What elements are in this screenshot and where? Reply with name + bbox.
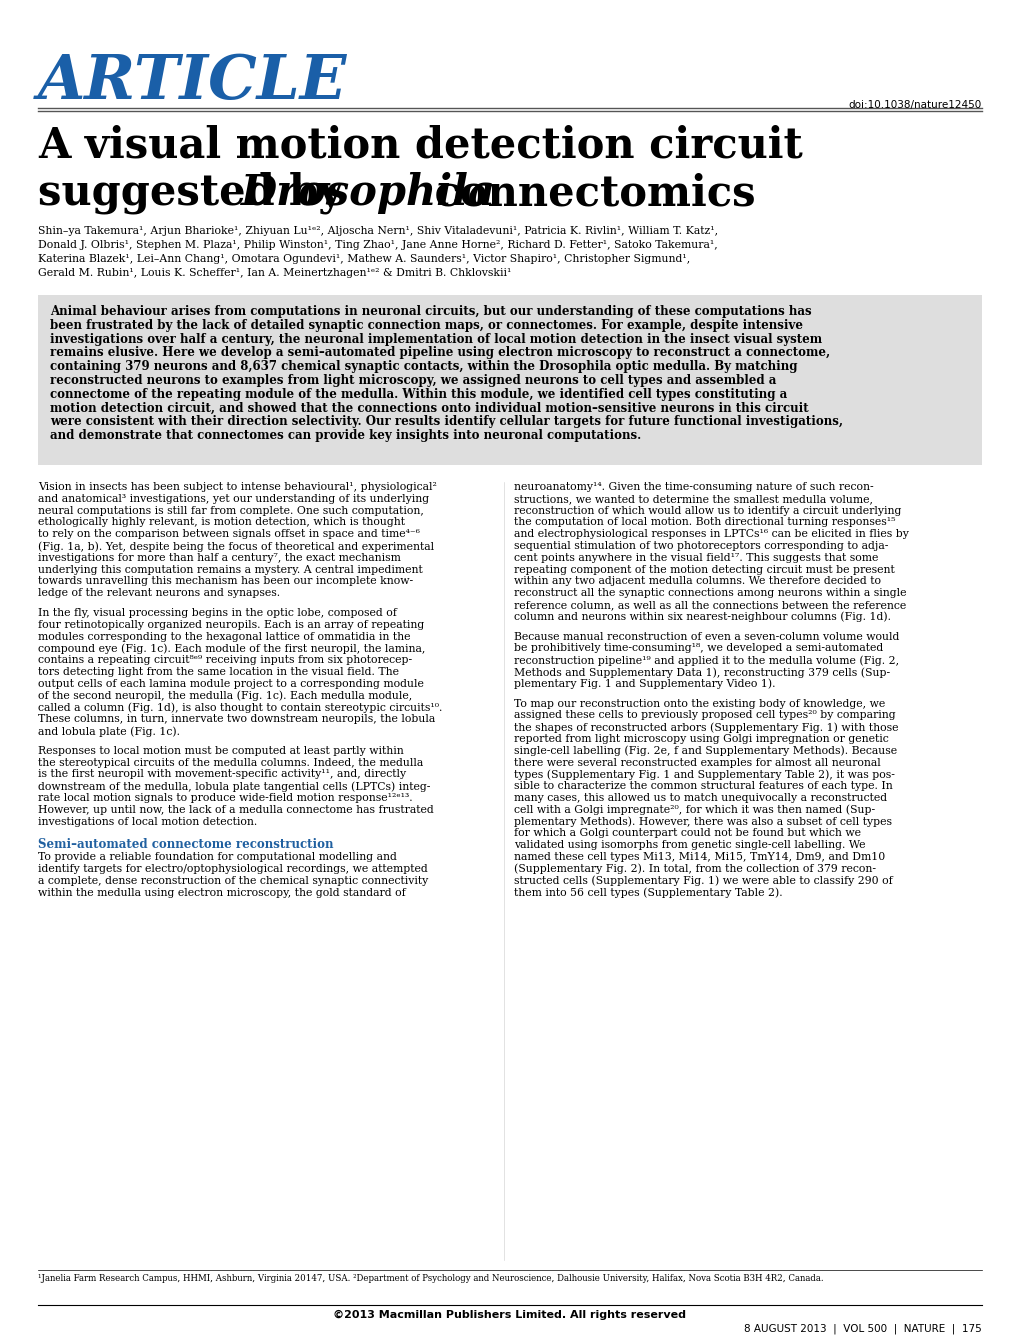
- Text: of the second neuropil, the medulla (Fig. 1c). Each medulla module,: of the second neuropil, the medulla (Fig…: [38, 690, 412, 701]
- Text: Gerald M. Rubin¹, Louis K. Scheffer¹, Ian A. Meinertzhagen¹ᵉ² & Dmitri B. Chklov: Gerald M. Rubin¹, Louis K. Scheffer¹, Ia…: [38, 268, 511, 277]
- Text: plementary Methods). However, there was also a subset of cell types: plementary Methods). However, there was …: [514, 816, 892, 827]
- Text: contains a repeating circuit⁸ᵉ⁹ receiving inputs from six photorecep-: contains a repeating circuit⁸ᵉ⁹ receivin…: [38, 655, 412, 665]
- Text: types (Supplementary Fig. 1 and Supplementary Table 2), it was pos-: types (Supplementary Fig. 1 and Suppleme…: [514, 769, 894, 780]
- Text: Shin–ya Takemura¹, Arjun Bharioke¹, Zhiyuan Lu¹ᵉ², Aljoscha Nern¹, Shiv Vitalade: Shin–ya Takemura¹, Arjun Bharioke¹, Zhiy…: [38, 226, 717, 236]
- Text: within any two adjacent medulla columns. We therefore decided to: within any two adjacent medulla columns.…: [514, 576, 880, 587]
- Text: connectomics: connectomics: [420, 172, 755, 214]
- Bar: [38, 295, 981, 465]
- Text: rate local motion signals to produce wide-field motion response¹²ᵉ¹³.: rate local motion signals to produce wid…: [38, 793, 413, 803]
- Text: reported from light microscopy using Golgi impregnation or genetic: reported from light microscopy using Gol…: [514, 734, 888, 744]
- Text: the shapes of reconstructed arbors (Supplementary Fig. 1) with those: the shapes of reconstructed arbors (Supp…: [514, 722, 898, 733]
- Text: Semi–automated connectome reconstruction: Semi–automated connectome reconstruction: [38, 839, 333, 851]
- Text: ledge of the relevant neurons and synapses.: ledge of the relevant neurons and synaps…: [38, 588, 280, 598]
- Text: were consistent with their direction selectivity. Our results identify cellular : were consistent with their direction sel…: [50, 415, 842, 429]
- Text: Drosophila: Drosophila: [240, 172, 495, 214]
- Text: four retinotopically organized neuropils. Each is an array of repeating: four retinotopically organized neuropils…: [38, 620, 424, 630]
- Text: single-cell labelling (Fig. 2e, f and Supplementary Methods). Because: single-cell labelling (Fig. 2e, f and Su…: [514, 746, 897, 756]
- Text: reconstruction pipeline¹⁹ and applied it to the medulla volume (Fig. 2,: reconstruction pipeline¹⁹ and applied it…: [514, 655, 898, 666]
- Text: suggested by: suggested by: [38, 172, 357, 214]
- Text: identify targets for electro/optophysiological recordings, we attempted: identify targets for electro/optophysiol…: [38, 864, 427, 874]
- Text: doi:10.1038/nature12450: doi:10.1038/nature12450: [848, 100, 981, 110]
- Text: cent points anywhere in the visual field¹⁷. This suggests that some: cent points anywhere in the visual field…: [514, 553, 877, 563]
- Text: sible to characterize the common structural features of each type. In: sible to characterize the common structu…: [514, 781, 892, 791]
- Text: ARTICLE: ARTICLE: [38, 52, 347, 113]
- Text: reference column, as well as all the connections between the reference: reference column, as well as all the con…: [514, 600, 905, 610]
- Text: and lobula plate (Fig. 1c).: and lobula plate (Fig. 1c).: [38, 726, 179, 737]
- Text: validated using isomorphs from genetic single-cell labelling. We: validated using isomorphs from genetic s…: [514, 840, 865, 850]
- Text: (Fig. 1a, b). Yet, despite being the focus of theoretical and experimental: (Fig. 1a, b). Yet, despite being the foc…: [38, 541, 434, 552]
- Text: reconstructed neurons to examples from light microscopy, we assigned neurons to : reconstructed neurons to examples from l…: [50, 374, 775, 387]
- Text: Vision in insects has been subject to intense behavioural¹, physiological²: Vision in insects has been subject to in…: [38, 482, 436, 492]
- Text: within the medulla using electron microscopy, the gold standard of: within the medulla using electron micros…: [38, 888, 406, 898]
- Text: plementary Fig. 1 and Supplementary Video 1).: plementary Fig. 1 and Supplementary Vide…: [514, 679, 774, 689]
- Text: downstream of the medulla, lobula plate tangential cells (LPTCs) integ-: downstream of the medulla, lobula plate …: [38, 781, 430, 792]
- Text: investigations of local motion detection.: investigations of local motion detection…: [38, 816, 257, 827]
- Text: To provide a reliable foundation for computational modelling and: To provide a reliable foundation for com…: [38, 852, 396, 863]
- Text: These columns, in turn, innervate two downstream neuropils, the lobula: These columns, in turn, innervate two do…: [38, 714, 435, 724]
- Text: been frustrated by the lack of detailed synaptic connection maps, or connectomes: been frustrated by the lack of detailed …: [50, 319, 802, 332]
- Text: to rely on the comparison between signals offset in space and time⁴⁻⁶: to rely on the comparison between signal…: [38, 529, 420, 539]
- Text: structed cells (Supplementary Fig. 1) we were able to classify 290 of: structed cells (Supplementary Fig. 1) we…: [514, 875, 892, 886]
- Text: neuroanatomy¹⁴. Given the time-consuming nature of such recon-: neuroanatomy¹⁴. Given the time-consuming…: [514, 482, 872, 492]
- Text: A visual motion detection circuit: A visual motion detection circuit: [38, 125, 802, 168]
- Text: modules corresponding to the hexagonal lattice of ommatidia in the: modules corresponding to the hexagonal l…: [38, 631, 410, 642]
- Text: output cells of each lamina module project to a corresponding module: output cells of each lamina module proje…: [38, 679, 424, 689]
- Text: is the first neuropil with movement-specific activity¹¹, and, directly: is the first neuropil with movement-spec…: [38, 769, 406, 780]
- Text: reconstruction of which would allow us to identify a circuit underlying: reconstruction of which would allow us t…: [514, 505, 901, 516]
- Text: connectome of the repeating module of the medulla. Within this module, we identi: connectome of the repeating module of th…: [50, 387, 787, 401]
- Text: remains elusive. Here we develop a semi–automated pipeline using electron micros: remains elusive. Here we develop a semi–…: [50, 347, 829, 359]
- Text: sequential stimulation of two photoreceptors corresponding to adja-: sequential stimulation of two photorecep…: [514, 541, 888, 551]
- Text: investigations for more than half a century⁷, the exact mechanism: investigations for more than half a cent…: [38, 553, 400, 563]
- Text: cell with a Golgi impregnate²⁰, for which it was then named (Sup-: cell with a Golgi impregnate²⁰, for whic…: [514, 805, 874, 815]
- Text: the stereotypical circuits of the medulla columns. Indeed, the medulla: the stereotypical circuits of the medull…: [38, 757, 423, 768]
- Text: reconstruct all the synaptic connections among neurons within a single: reconstruct all the synaptic connections…: [514, 588, 906, 598]
- Text: named these cell types Mi13, Mi14, Mi15, TmY14, Dm9, and Dm10: named these cell types Mi13, Mi14, Mi15,…: [514, 852, 884, 862]
- Text: Methods and Supplementary Data 1), reconstructing 379 cells (Sup-: Methods and Supplementary Data 1), recon…: [514, 667, 890, 678]
- Text: the computation of local motion. Both directional turning responses¹⁵: the computation of local motion. Both di…: [514, 517, 895, 528]
- Text: investigations over half a century, the neuronal implementation of local motion : investigations over half a century, the …: [50, 332, 821, 346]
- Text: ¹Janelia Farm Research Campus, HHMI, Ashburn, Virginia 20147, USA. ²Department o: ¹Janelia Farm Research Campus, HHMI, Ash…: [38, 1274, 822, 1282]
- Text: repeating component of the motion detecting circuit must be present: repeating component of the motion detect…: [514, 564, 894, 575]
- Text: In the fly, visual processing begins in the optic lobe, composed of: In the fly, visual processing begins in …: [38, 608, 396, 618]
- Text: Animal behaviour arises from computations in neuronal circuits, but our understa: Animal behaviour arises from computation…: [50, 306, 811, 318]
- Text: them into 56 cell types (Supplementary Table 2).: them into 56 cell types (Supplementary T…: [514, 887, 782, 898]
- Text: towards unravelling this mechanism has been our incomplete know-: towards unravelling this mechanism has b…: [38, 576, 413, 587]
- Text: a complete, dense reconstruction of the chemical synaptic connectivity: a complete, dense reconstruction of the …: [38, 876, 428, 886]
- Text: containing 379 neurons and 8,637 chemical synaptic contacts, within the Drosophi: containing 379 neurons and 8,637 chemica…: [50, 360, 797, 374]
- Text: ©2013 Macmillan Publishers Limited. All rights reserved: ©2013 Macmillan Publishers Limited. All …: [333, 1311, 686, 1320]
- Text: underlying this computation remains a mystery. A central impediment: underlying this computation remains a my…: [38, 564, 422, 575]
- Text: ethologically highly relevant, is motion detection, which is thought: ethologically highly relevant, is motion…: [38, 517, 405, 528]
- Text: To map our reconstruction onto the existing body of knowledge, we: To map our reconstruction onto the exist…: [514, 698, 884, 709]
- Text: column and neurons within six nearest-neighbour columns (Fig. 1d).: column and neurons within six nearest-ne…: [514, 612, 891, 622]
- Text: Donald J. Olbris¹, Stephen M. Plaza¹, Philip Winston¹, Ting Zhao¹, Jane Anne Hor: Donald J. Olbris¹, Stephen M. Plaza¹, Ph…: [38, 240, 717, 251]
- Text: However, up until now, the lack of a medulla connectome has frustrated: However, up until now, the lack of a med…: [38, 805, 433, 815]
- Text: tors detecting light from the same location in the visual field. The: tors detecting light from the same locat…: [38, 667, 398, 677]
- Text: and anatomical³ investigations, yet our understanding of its underlying: and anatomical³ investigations, yet our …: [38, 494, 429, 504]
- Text: Because manual reconstruction of even a seven-column volume would: Because manual reconstruction of even a …: [514, 631, 899, 642]
- Text: assigned these cells to previously proposed cell types²⁰ by comparing: assigned these cells to previously propo…: [514, 710, 895, 721]
- Text: and electrophysiological responses in LPTCs¹⁶ can be elicited in flies by: and electrophysiological responses in LP…: [514, 529, 908, 539]
- Text: be prohibitively time-consuming¹⁸, we developed a semi-automated: be prohibitively time-consuming¹⁸, we de…: [514, 643, 882, 654]
- Text: called a column (Fig. 1d), is also thought to contain stereotypic circuits¹⁰.: called a column (Fig. 1d), is also thoug…: [38, 702, 442, 713]
- Text: Responses to local motion must be computed at least partly within: Responses to local motion must be comput…: [38, 746, 404, 756]
- Text: Katerina Blazek¹, Lei–Ann Chang¹, Omotara Ogundevi¹, Mathew A. Saunders¹, Victor: Katerina Blazek¹, Lei–Ann Chang¹, Omotar…: [38, 255, 690, 264]
- Text: motion detection circuit, and showed that the connections onto individual motion: motion detection circuit, and showed tha…: [50, 402, 808, 414]
- Text: 8 AUGUST 2013  |  VOL 500  |  NATURE  |  175: 8 AUGUST 2013 | VOL 500 | NATURE | 175: [744, 1323, 981, 1333]
- Text: for which a Golgi counterpart could not be found but which we: for which a Golgi counterpart could not …: [514, 828, 860, 839]
- Text: and demonstrate that connectomes can provide key insights into neuronal computat: and demonstrate that connectomes can pro…: [50, 429, 641, 442]
- Text: (Supplementary Fig. 2). In total, from the collection of 379 recon-: (Supplementary Fig. 2). In total, from t…: [514, 864, 875, 875]
- Text: there were several reconstructed examples for almost all neuronal: there were several reconstructed example…: [514, 757, 879, 768]
- Text: compound eye (Fig. 1c). Each module of the first neuropil, the lamina,: compound eye (Fig. 1c). Each module of t…: [38, 643, 425, 654]
- Text: neural computations is still far from complete. One such computation,: neural computations is still far from co…: [38, 505, 424, 516]
- Text: structions, we wanted to determine the smallest medulla volume,: structions, we wanted to determine the s…: [514, 494, 872, 504]
- Text: many cases, this allowed us to match unequivocally a reconstructed: many cases, this allowed us to match une…: [514, 793, 887, 803]
